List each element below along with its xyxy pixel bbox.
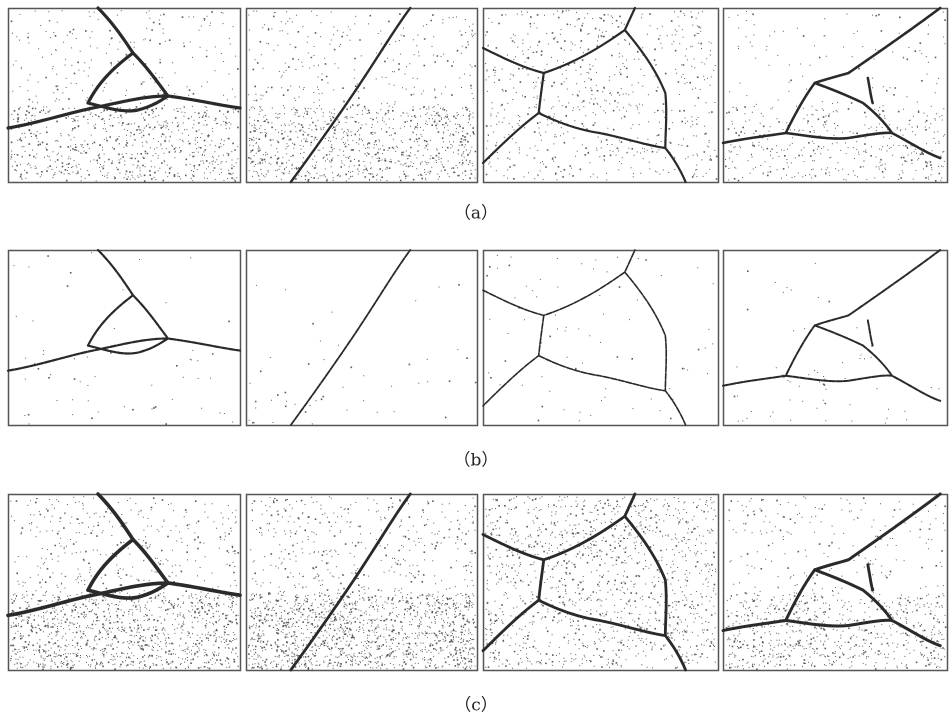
- caption: （b）: [454, 451, 499, 471]
- image-panel: [247, 251, 478, 426]
- image-panel: [484, 251, 719, 426]
- image-panel: [9, 251, 241, 426]
- image-panel: [724, 9, 948, 183]
- image-panel: [484, 9, 719, 183]
- image-panel: [9, 495, 241, 671]
- image-panel: [9, 9, 241, 183]
- image-panel: [724, 495, 948, 671]
- image-panel: [724, 251, 948, 426]
- figure: （a） （b） （c）: [0, 0, 952, 717]
- image-panel: [247, 9, 478, 183]
- image-panel: [484, 495, 719, 671]
- image-panel: [247, 495, 478, 671]
- caption: （c）: [454, 696, 498, 716]
- caption: （a）: [454, 204, 498, 224]
